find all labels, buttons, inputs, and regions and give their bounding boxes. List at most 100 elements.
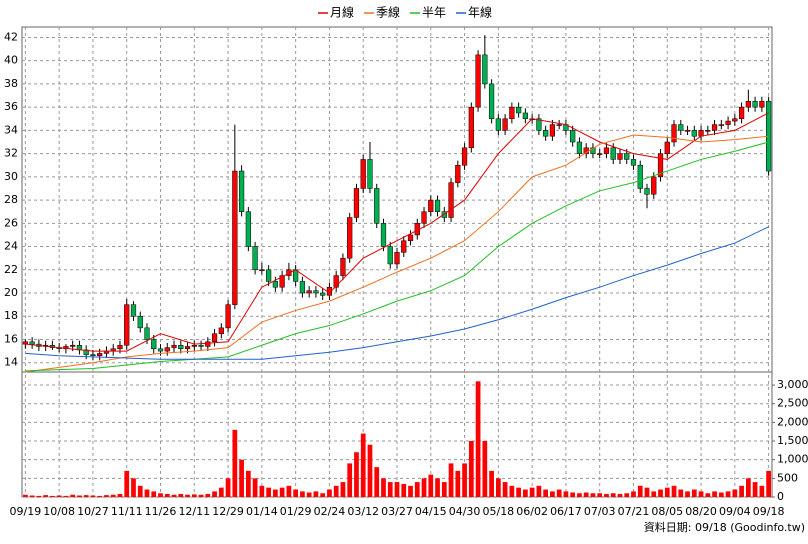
- volume-bar: [705, 493, 711, 497]
- ma-line: [25, 226, 769, 360]
- candle-body: [347, 217, 353, 259]
- volume-bar: [137, 485, 143, 497]
- volume-bar: [516, 487, 521, 497]
- volume-bar: [381, 478, 386, 497]
- candle-body: [475, 54, 481, 108]
- candle-body: [597, 153, 603, 155]
- candle-body: [90, 354, 96, 356]
- y-tick-label: 16: [4, 332, 18, 345]
- candle-body: [232, 170, 238, 305]
- volume-bar: [70, 494, 76, 497]
- candle-body: [590, 147, 596, 154]
- volume-bar: [462, 463, 467, 497]
- volume-bar: [678, 489, 684, 497]
- candle-body: [198, 345, 204, 347]
- y2-tick-label: 500: [777, 471, 798, 484]
- volume-bar: [29, 495, 35, 497]
- volume-bar: [698, 491, 704, 497]
- candle-body: [171, 345, 177, 348]
- volume-bar: [232, 429, 238, 497]
- candle-body: [137, 315, 143, 329]
- y-tick-label: 38: [4, 77, 18, 90]
- x-tick-label: 02/24: [314, 505, 346, 518]
- volume-bar: [401, 483, 407, 497]
- candle-body: [461, 147, 468, 166]
- candle-body: [644, 188, 650, 195]
- candle-body: [678, 124, 684, 131]
- volume-bar: [577, 493, 582, 497]
- candle-body: [603, 147, 610, 154]
- candle-body: [495, 118, 501, 131]
- y-tick-label: 28: [4, 193, 18, 206]
- volume-bar: [637, 485, 643, 497]
- volume-bar: [212, 491, 217, 497]
- volume-bar: [691, 489, 697, 497]
- volume-bar: [185, 494, 190, 497]
- x-tick-label: 07/21: [618, 505, 650, 518]
- volume-bar: [333, 485, 339, 497]
- y2-tick-label: 2,000: [777, 415, 808, 428]
- volume-bar: [158, 493, 163, 497]
- ma-line: [25, 112, 769, 352]
- candle-body: [543, 130, 549, 137]
- volume-bar: [617, 494, 623, 497]
- candle-body: [117, 345, 123, 350]
- candle-body: [576, 141, 583, 154]
- volume-bar: [198, 494, 204, 497]
- candle-body: [664, 141, 670, 154]
- volume-bar: [529, 487, 535, 497]
- volume-bar: [327, 489, 332, 497]
- volume-bar: [502, 482, 508, 497]
- legend-label: 月線: [330, 5, 354, 20]
- x-tick-label: 08/20: [685, 505, 717, 518]
- volume-bar: [523, 489, 528, 497]
- candle-body: [97, 353, 103, 356]
- volume-bar: [718, 492, 724, 497]
- volume-bar: [610, 493, 616, 497]
- volume-bar: [394, 482, 400, 497]
- candle-body: [421, 211, 427, 224]
- volume-bar: [77, 495, 82, 497]
- volume-bar: [23, 494, 28, 497]
- volume-bar: [360, 433, 366, 497]
- x-tick-label: 09/19: [10, 505, 42, 518]
- volume-bar: [482, 441, 488, 497]
- volume-bar: [468, 441, 474, 497]
- y-tick-label: 22: [4, 263, 18, 276]
- x-tick-label: 01/14: [246, 505, 278, 518]
- x-tick-label: 05/18: [482, 505, 514, 518]
- volume-bar: [455, 470, 461, 497]
- y-tick-label: 20: [4, 286, 18, 299]
- candle-body: [698, 130, 704, 137]
- candle-body: [211, 333, 218, 343]
- volume-bar: [725, 491, 731, 497]
- candle-body: [516, 106, 522, 114]
- volume-bar: [218, 487, 224, 497]
- volume-bar: [83, 495, 89, 497]
- volume-bar: [408, 485, 413, 497]
- x-tick-label: 06/02: [516, 505, 548, 518]
- x-tick-label: 03/12: [347, 505, 379, 518]
- volume-bar: [766, 470, 771, 497]
- y2-tick-label: 1,500: [777, 434, 808, 447]
- candle-body: [556, 124, 562, 126]
- candle-body: [218, 327, 224, 334]
- candle-body: [22, 341, 28, 345]
- volume-bar: [414, 482, 420, 497]
- volume-bar: [252, 478, 258, 497]
- volume-bar: [651, 491, 657, 497]
- volume-bar: [43, 495, 49, 497]
- candle-body: [245, 211, 251, 247]
- volume-bar: [671, 485, 677, 497]
- candle-body: [124, 304, 130, 346]
- candle-body: [387, 246, 393, 265]
- y-tick-label: 14: [4, 356, 18, 369]
- candle-body: [320, 292, 326, 296]
- x-tick-label: 03/27: [381, 505, 413, 518]
- x-tick-label: 01/29: [280, 505, 312, 518]
- ma-line: [25, 134, 769, 373]
- candle-body: [630, 159, 637, 166]
- volume-bar: [604, 494, 609, 497]
- x-tick-label: 09/18: [753, 505, 785, 518]
- candle-body: [691, 130, 697, 137]
